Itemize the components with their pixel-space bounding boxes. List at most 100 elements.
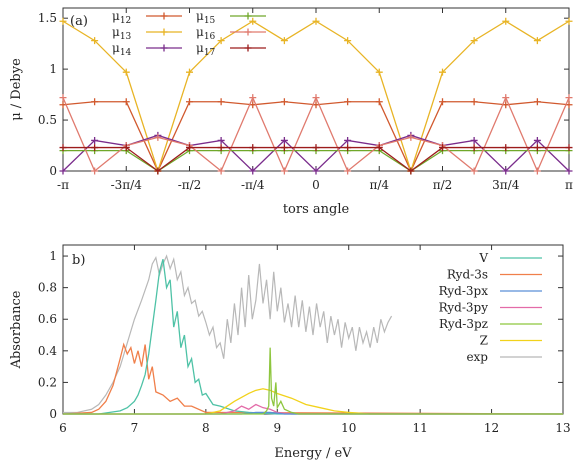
data-point xyxy=(470,136,478,144)
legend-marker xyxy=(244,12,252,20)
y-tick-label: 0.8 xyxy=(38,281,57,295)
legend-marker xyxy=(244,44,252,52)
legend-marker xyxy=(160,28,168,36)
data-point xyxy=(122,98,130,106)
legend-label: Z xyxy=(480,334,488,348)
data-point xyxy=(280,144,288,152)
legend-label-subscript: 16 xyxy=(204,32,216,42)
x-tick-label: 12 xyxy=(484,421,499,435)
data-point xyxy=(59,94,67,102)
legend-label: V xyxy=(478,251,488,265)
data-point xyxy=(533,136,541,144)
y-tick-label: 0.4 xyxy=(38,344,57,358)
data-point xyxy=(502,101,510,109)
data-point xyxy=(375,144,383,152)
data-point xyxy=(312,94,320,102)
data-point xyxy=(249,94,257,102)
x-axis-label: tors angle xyxy=(283,202,350,217)
panel-label: (a) xyxy=(70,14,88,29)
data-point xyxy=(280,98,288,106)
data-point xyxy=(59,144,67,152)
x-tick-label: π/4 xyxy=(369,178,389,192)
legend-label-subscript: 15 xyxy=(204,16,216,26)
x-tick-label: 0 xyxy=(312,178,320,192)
data-point xyxy=(91,98,99,106)
dipole-panel: 0 0.5 1 1.5 -π -3π/4 -π/2 -π/4 0 π/4 π/2 3π/4 π tors … xyxy=(9,7,573,217)
data-point xyxy=(312,101,320,109)
data-point xyxy=(565,167,573,175)
x-tick-label: 8 xyxy=(202,421,210,435)
series-line xyxy=(63,254,393,414)
data-point xyxy=(154,133,162,141)
legend-label: μ15 xyxy=(196,9,216,26)
data-point xyxy=(154,167,162,175)
data-point xyxy=(470,98,478,106)
data-point xyxy=(280,167,288,175)
y-tick-label: 0.5 xyxy=(38,113,57,127)
data-point xyxy=(217,144,225,152)
data-point xyxy=(565,94,573,102)
data-point xyxy=(533,167,541,175)
data-point xyxy=(470,37,478,45)
data-point xyxy=(249,144,257,152)
data-point xyxy=(186,68,193,76)
panel-label: b) xyxy=(72,253,85,268)
data-point xyxy=(502,94,510,102)
y-tick-label: 0.2 xyxy=(38,375,57,389)
data-point xyxy=(407,167,415,175)
legend-label: μ12 xyxy=(112,9,131,26)
data-point xyxy=(280,136,288,144)
legend-label: Ryd-3pz xyxy=(439,317,488,331)
data-point xyxy=(249,17,257,25)
data-point xyxy=(249,101,257,109)
x-axis-label: Energy / eV xyxy=(274,446,352,461)
data-point xyxy=(59,17,67,25)
data-point xyxy=(344,144,352,152)
data-point xyxy=(217,167,225,175)
x-tick-label: -π/4 xyxy=(241,178,265,192)
data-point xyxy=(439,98,446,106)
legend-label: μ16 xyxy=(196,25,216,42)
absorbance-panel: 0 0.2 0.4 0.6 0.8 1 6 7 8 9 10 11 12 13 Energy / eV Abs… xyxy=(9,244,571,461)
series-line xyxy=(63,347,563,415)
data-point xyxy=(533,98,541,106)
x-tick-label: -3π/4 xyxy=(111,178,143,192)
y-axis-label: μ / Debye xyxy=(9,58,24,121)
legend-label: μ17 xyxy=(196,41,216,58)
y-tick-label: 0.6 xyxy=(38,312,57,326)
data-point xyxy=(375,68,383,76)
legend-label: Ryd-3px xyxy=(439,284,489,298)
data-point xyxy=(122,144,130,152)
data-point xyxy=(186,144,193,152)
y-tick-label: 1 xyxy=(49,249,57,263)
data-point xyxy=(344,167,352,175)
data-point xyxy=(59,167,67,175)
y-tick-label: 1.5 xyxy=(38,11,57,25)
data-point xyxy=(533,144,541,152)
legend-label-subscript: 13 xyxy=(120,32,132,42)
series-line xyxy=(62,342,564,415)
series-line xyxy=(63,403,563,415)
data-point xyxy=(470,144,478,152)
legend-label: Ryd-3s xyxy=(447,268,488,282)
series-line xyxy=(62,96,570,173)
data-point xyxy=(344,37,352,45)
data-point xyxy=(217,37,225,45)
data-point xyxy=(249,167,257,175)
data-point xyxy=(565,144,573,152)
legend-label-base: μ xyxy=(112,25,120,39)
y-axis-label: Absorbance xyxy=(9,290,24,369)
data-point xyxy=(217,136,225,144)
data-point xyxy=(59,101,67,109)
x-tick-label: 9 xyxy=(273,421,281,435)
data-point xyxy=(312,17,320,25)
y-tick-label: 1 xyxy=(49,62,57,76)
data-point xyxy=(470,167,478,175)
legend-label: Ryd-3py xyxy=(439,301,489,315)
data-point xyxy=(280,37,288,45)
legend-label: μ13 xyxy=(112,25,132,42)
x-tick-label: 13 xyxy=(555,421,570,435)
x-tick-label: 7 xyxy=(131,421,139,435)
